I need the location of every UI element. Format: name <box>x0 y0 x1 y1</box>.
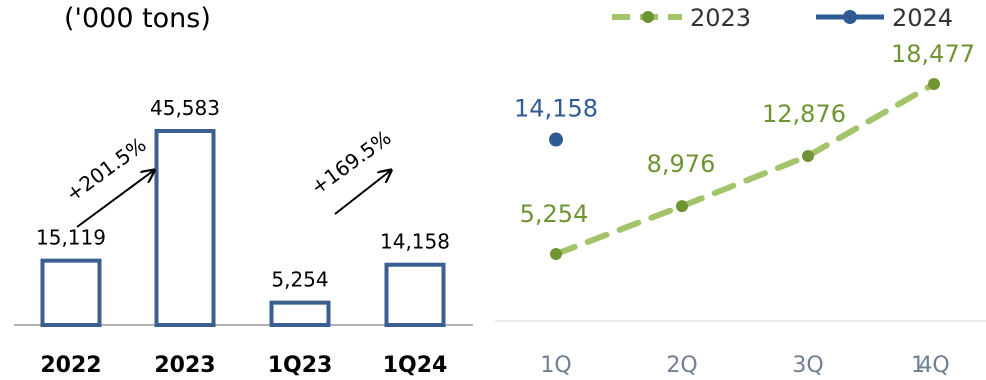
legend-2023-marker <box>642 11 654 23</box>
series-2023-line <box>553 81 937 257</box>
growth-label: +169.5% <box>306 125 395 199</box>
growth-arrow <box>76 171 153 228</box>
bar-value-label: 15,119 <box>36 226 106 250</box>
overlay-glyph: 1 <box>911 353 925 378</box>
series-2023-point <box>802 150 814 163</box>
series-2023-label: 18,477 <box>891 40 975 68</box>
quarter-label: 2Q <box>666 353 697 378</box>
unit-label: ('000 tons) <box>64 3 211 34</box>
legend-2024-label: 2024 <box>892 4 953 32</box>
growth-arrow <box>334 171 390 215</box>
series-2023-label: 12,876 <box>762 100 846 128</box>
line-chart: 1Q 2Q 3Q 4Q1 5,254 8,976 12,876 18,477 14,158 202… <box>495 4 986 378</box>
quarter-label: 4Q <box>918 353 949 378</box>
bar-1Q24 <box>384 262 446 327</box>
legend-2023-label: 2023 <box>690 4 751 32</box>
series-2024-point <box>549 132 563 147</box>
bar-category-label: 2023 <box>154 353 215 378</box>
bar-chart: 15,119 2022 45,583 2023 5,254 1Q23 14,158 1Q24 +… <box>14 96 473 378</box>
series-2023-label: 5,254 <box>520 200 589 228</box>
bar-2022 <box>40 258 102 328</box>
series-2023-point <box>928 78 940 90</box>
series-2023-point <box>676 200 688 213</box>
bar-category-label: 1Q23 <box>268 353 333 378</box>
bar-2023 <box>154 129 216 327</box>
growth-label: +201.5% <box>61 132 150 206</box>
series-2023-label: 8,976 <box>647 150 716 178</box>
legend-2024-marker <box>843 10 857 24</box>
bar-1Q23 <box>269 300 331 328</box>
series-2023-point <box>550 248 562 260</box>
bar-value-label: 14,158 <box>380 230 450 254</box>
quarter-label: 3Q <box>792 353 823 378</box>
bar-value-label: 5,254 <box>271 268 328 292</box>
bar-category-label: 1Q24 <box>383 353 448 378</box>
series-2024-label: 14,158 <box>514 95 598 123</box>
quarter-label: 1Q <box>540 353 571 378</box>
bar-category-label: 2022 <box>40 353 101 378</box>
bar-value-label: 45,583 <box>150 96 220 120</box>
